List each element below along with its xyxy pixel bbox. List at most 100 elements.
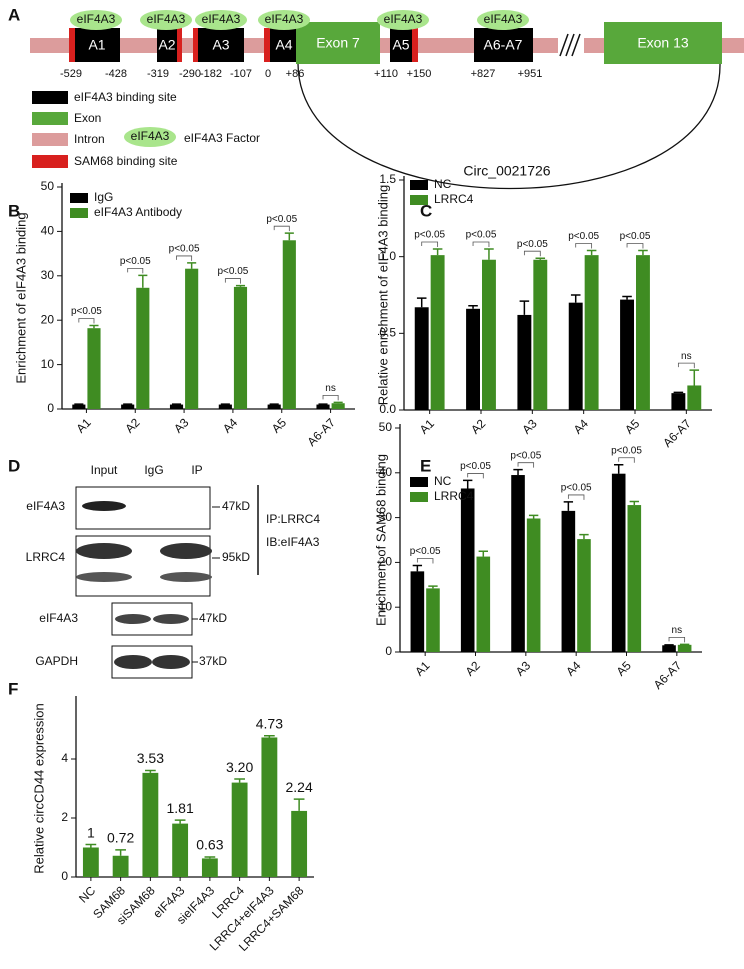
y-axis-label: Enrichment of eIF4A3 binding	[13, 212, 28, 383]
value-label: 1.81	[167, 800, 194, 816]
bar	[282, 240, 296, 409]
legend-label: IgG	[94, 190, 113, 204]
y-tick-label: 0	[61, 869, 68, 883]
row-label: GAPDH	[35, 654, 78, 668]
x-tick-label: A1	[73, 415, 94, 436]
binding-site	[198, 28, 244, 62]
significance-bracket	[273, 225, 290, 232]
significance-label: p<0.05	[517, 239, 548, 250]
legend-label: LRRC4	[434, 489, 474, 503]
row-label: eIF4A3	[39, 611, 78, 625]
bar	[577, 539, 591, 652]
significance-label: p<0.05	[466, 230, 497, 241]
y-tick-label: 1.0	[379, 249, 396, 263]
position: 0	[265, 68, 271, 80]
significance-bracket	[127, 267, 144, 274]
value-label: 2.24	[286, 779, 313, 795]
error-bar	[463, 479, 473, 489]
error-bar	[138, 274, 148, 288]
significance-bracket	[618, 457, 635, 463]
x-tick-label: A3	[171, 415, 192, 436]
x-tick-label: A2	[468, 416, 489, 437]
bar	[476, 556, 491, 652]
segment-label: A4	[275, 37, 292, 53]
segment-label: Exon 7	[316, 35, 360, 51]
binding-site	[270, 28, 296, 62]
legend-label: NC	[434, 177, 452, 191]
value-label: 0.72	[107, 830, 134, 846]
significance-label: p<0.05	[71, 306, 102, 317]
bar	[291, 810, 308, 877]
position: -428	[105, 68, 127, 80]
error-bar	[629, 500, 639, 506]
bar	[112, 855, 129, 877]
bar	[611, 473, 626, 652]
x-tick-label: A4	[563, 658, 584, 679]
bar	[261, 737, 278, 877]
significance-label: ns	[681, 351, 692, 362]
error-bar	[519, 300, 530, 315]
error-bar	[416, 297, 427, 308]
bar	[526, 518, 541, 652]
legend-label: NC	[434, 474, 452, 488]
band	[115, 614, 151, 624]
segment-label: A2	[158, 37, 175, 53]
bar	[426, 588, 440, 652]
legend-swatch	[32, 133, 68, 146]
bar	[460, 488, 475, 652]
x-tick-label: A6-A7	[651, 658, 685, 692]
bar	[482, 259, 496, 410]
legend-label: eIF4A3 binding site	[74, 90, 177, 104]
sam68-site	[193, 28, 198, 62]
bar	[231, 782, 248, 877]
significance-label: p<0.05	[611, 445, 642, 456]
legend-swatch	[124, 127, 176, 147]
y-tick-label: 30	[41, 268, 55, 282]
significance-label: p<0.05	[620, 231, 651, 242]
significance-bracket	[176, 255, 193, 261]
x-tick-label: A2	[463, 658, 484, 679]
significance-bracket	[677, 362, 695, 369]
significance-label: p<0.05	[410, 546, 441, 557]
lane-label: IgG	[144, 463, 163, 477]
segment-label: A1	[88, 37, 105, 53]
significance-bracket	[78, 318, 95, 324]
significance-bracket	[575, 243, 593, 249]
error-bar	[614, 463, 624, 474]
value-label: 4.73	[256, 715, 283, 731]
significance-label: p<0.05	[510, 450, 541, 461]
y-axis-label: Relative circCD44 expression	[31, 703, 46, 874]
significance-label: p<0.05	[568, 231, 599, 242]
x-tick-label: A3	[519, 416, 540, 437]
y-tick-label: 2	[61, 810, 68, 824]
position: +110	[374, 68, 398, 80]
x-tick-label: A6-A7	[304, 415, 338, 449]
error-bar	[622, 295, 632, 300]
band	[160, 543, 212, 559]
y-tick-label: 0.5	[379, 326, 396, 340]
legend-swatch	[32, 112, 68, 125]
y-tick-label: 10	[41, 357, 55, 371]
bar	[185, 268, 199, 409]
sam68-site	[412, 28, 418, 62]
y-tick-label: 10	[379, 599, 393, 613]
significance-label: ns	[325, 383, 336, 394]
bar	[410, 571, 425, 652]
position: +827	[471, 68, 496, 80]
bar	[466, 308, 480, 410]
error-bar	[586, 249, 597, 256]
segment-label: Exon 13	[637, 35, 689, 51]
error-bar	[145, 769, 156, 773]
legend-swatch	[70, 193, 88, 203]
significance-bracket	[523, 250, 541, 257]
panel-letter: C	[420, 201, 432, 220]
bar	[172, 823, 189, 877]
error-bar	[235, 284, 246, 287]
bar	[662, 645, 676, 652]
error-bar	[174, 819, 186, 824]
bar	[414, 307, 429, 410]
bar	[584, 255, 599, 410]
error-bar	[638, 249, 648, 256]
position: +86	[286, 68, 305, 80]
